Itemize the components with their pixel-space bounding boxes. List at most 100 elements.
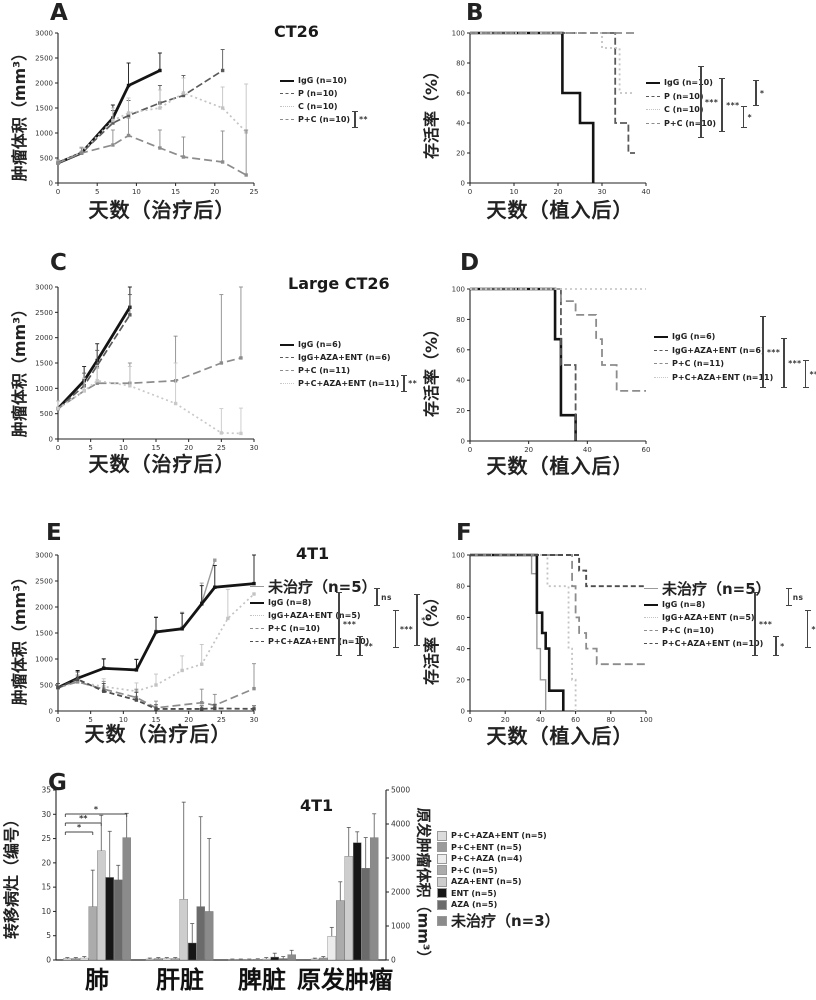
panel-letter: B bbox=[466, 0, 484, 26]
svg-text:60: 60 bbox=[456, 614, 465, 622]
category-label: 肺 bbox=[85, 966, 109, 994]
svg-text:100: 100 bbox=[639, 716, 652, 724]
legend-label: P+C+AZA+ENT (n=10) bbox=[268, 637, 370, 646]
svg-text:5: 5 bbox=[95, 188, 99, 196]
svg-text:20: 20 bbox=[456, 676, 465, 684]
sig-group: ** bbox=[357, 636, 373, 656]
significance-brackets: ******** bbox=[760, 316, 816, 388]
legend-swatch bbox=[437, 842, 447, 853]
legend-label: IgG (n=10) bbox=[298, 76, 347, 85]
svg-text:0: 0 bbox=[46, 956, 51, 965]
legend-swatch bbox=[250, 585, 264, 587]
svg-text:0: 0 bbox=[461, 438, 465, 446]
legend-label: P (n=10) bbox=[664, 91, 704, 101]
legend-item: P+C+AZA+ENT (n=11) ** bbox=[280, 375, 417, 392]
legend-item: 未治疗（n=5） bbox=[250, 576, 377, 596]
svg-text:2000: 2000 bbox=[35, 334, 53, 342]
svg-text:0: 0 bbox=[461, 180, 465, 188]
svg-text:15: 15 bbox=[171, 188, 180, 196]
legend-swatch bbox=[437, 876, 447, 887]
sig-group: ** bbox=[802, 360, 816, 388]
legend-swatch bbox=[437, 853, 447, 864]
legend: IgG (n=10) P (n=10) C (n=10) P+C (n=10) bbox=[646, 76, 716, 130]
svg-text:5: 5 bbox=[88, 444, 92, 452]
legend-label: P (n=10) bbox=[298, 89, 338, 98]
svg-text:15: 15 bbox=[152, 444, 161, 452]
legend-swatch bbox=[280, 79, 294, 82]
svg-text:4000: 4000 bbox=[391, 820, 410, 829]
legend-label: 未治疗（n=5） bbox=[268, 577, 377, 596]
sig-bracket bbox=[698, 66, 704, 138]
legend-label: IgG (n=10) bbox=[664, 78, 713, 88]
svg-text:0: 0 bbox=[56, 188, 60, 196]
legend-swatch bbox=[437, 915, 447, 926]
svg-text:0: 0 bbox=[391, 956, 396, 965]
sig-group: *** bbox=[752, 592, 772, 656]
legend-swatch bbox=[437, 865, 447, 876]
legend-label: P+C (n=10) bbox=[268, 624, 321, 633]
legend-label: IgG (n=6) bbox=[298, 340, 342, 349]
sig-stars: *** bbox=[759, 619, 773, 629]
sig-stars: *** bbox=[788, 358, 802, 368]
sig-group: * bbox=[773, 636, 784, 656]
legend-item: IgG (n=10) bbox=[646, 76, 716, 90]
legend-item: C (n=10) bbox=[646, 103, 716, 117]
svg-text:60: 60 bbox=[571, 716, 580, 724]
svg-text:10: 10 bbox=[41, 907, 51, 916]
significance-brackets: *** ** ns *** ** bbox=[336, 586, 431, 656]
legend-swatch bbox=[437, 888, 447, 899]
x-axis-label: 天数（植入后） bbox=[486, 454, 634, 478]
panel-title: CT26 bbox=[274, 22, 319, 41]
x-axis-label: 天数（治疗后） bbox=[88, 452, 236, 476]
sig-bracket bbox=[352, 111, 359, 128]
legend-label: IgG+AZA+ENT (n=5) bbox=[268, 611, 361, 620]
svg-text:25: 25 bbox=[41, 834, 51, 843]
sig-stars: * bbox=[780, 641, 785, 651]
legend-label: P+C (n=11) bbox=[672, 359, 725, 369]
legend-label: IgG+AZA+ENT (n=6) bbox=[298, 353, 391, 362]
legend-swatch bbox=[646, 122, 660, 124]
sig-stars: ** bbox=[364, 641, 374, 651]
svg-text:1500: 1500 bbox=[35, 630, 53, 638]
panel-A: A CT26 肿瘤体积（mm³） 天数（治疗后） 0 500 1000 1500 200… bbox=[0, 0, 408, 250]
svg-text:30: 30 bbox=[250, 716, 259, 724]
sig-group: *** bbox=[804, 610, 816, 648]
sig-stars: ** bbox=[809, 369, 816, 379]
svg-text:10: 10 bbox=[132, 188, 141, 196]
legend-label: IgG (n=6) bbox=[672, 332, 716, 342]
legend-item: P+C+AZA+ENT (n=10) bbox=[250, 635, 377, 648]
legend: IgG (n=6) IgG+AZA+ENT (n=6) P+C (n=11) P+C+… bbox=[654, 330, 773, 384]
panel-C: C Large CT26 肿瘤体积（mm³） 天数（治疗后） 0 500 1000 1… bbox=[0, 250, 417, 500]
legend-swatch bbox=[250, 628, 264, 629]
sig-group: ns bbox=[785, 588, 804, 606]
svg-text:15: 15 bbox=[41, 883, 51, 892]
svg-text:0: 0 bbox=[468, 188, 472, 196]
legend: P+C+AZA+ENT (n=5) P+C+ENT (n=5) P+C+AZA (n… bbox=[437, 830, 560, 931]
legend-item: P (n=10) bbox=[646, 90, 716, 104]
sig-bracket bbox=[781, 338, 788, 388]
legend-item: IgG+AZA+ENT (n=5) bbox=[250, 609, 377, 622]
svg-text:40: 40 bbox=[456, 120, 465, 128]
legend-item: P+C (n=10) ** bbox=[280, 111, 368, 128]
svg-text:0: 0 bbox=[49, 180, 53, 188]
svg-text:10: 10 bbox=[510, 188, 519, 196]
x-axis-label: 天数（治疗后） bbox=[84, 722, 232, 746]
svg-text:100: 100 bbox=[452, 30, 465, 38]
legend-swatch bbox=[437, 899, 447, 910]
legend-item: P+C (n=11) bbox=[280, 364, 417, 377]
legend-item: P+C+AZA+ENT (n=10) bbox=[644, 637, 771, 650]
sig-stars: *** bbox=[399, 624, 414, 634]
sig-group: *** bbox=[719, 78, 739, 132]
svg-text:2000: 2000 bbox=[35, 80, 53, 88]
svg-text:20: 20 bbox=[524, 446, 533, 454]
sig-bracket bbox=[752, 592, 758, 656]
plot-area: 0 20 40 60 80 100 0 10 20 30 40 bbox=[452, 30, 651, 197]
sig-bracket bbox=[773, 636, 780, 656]
legend-swatch bbox=[280, 343, 294, 346]
sig-group: *** bbox=[781, 338, 801, 388]
svg-text:20: 20 bbox=[210, 188, 219, 196]
svg-text:80: 80 bbox=[456, 60, 465, 68]
panel-E: E 4T1 肿瘤体积（mm³） 天数（治疗后） 0 500 1000 1500 2000… bbox=[0, 520, 430, 770]
